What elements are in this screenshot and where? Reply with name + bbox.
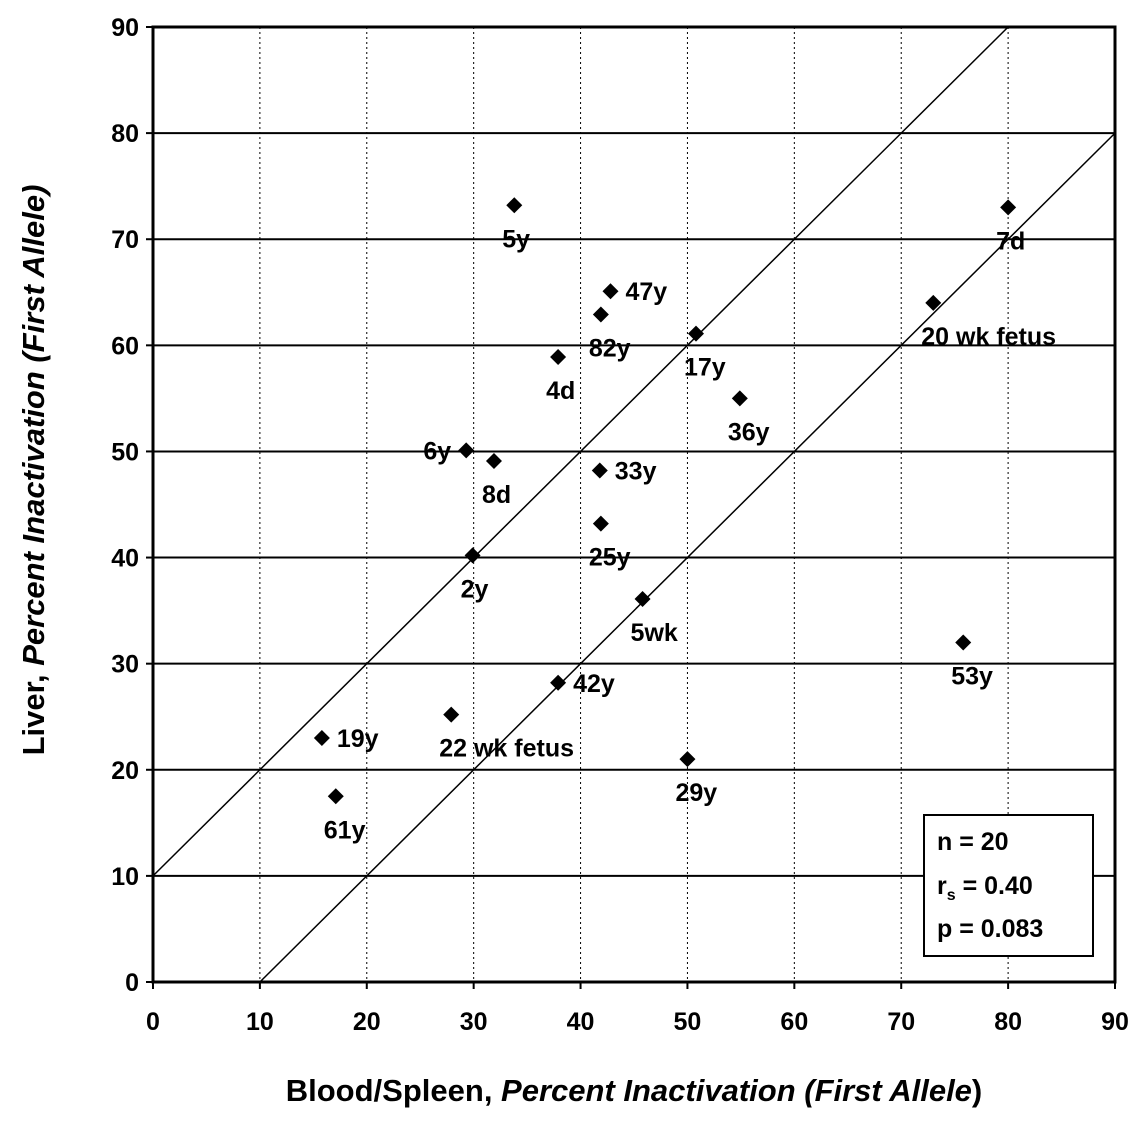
stats-box-frame xyxy=(923,814,1094,957)
stats-box: n = 20 rs = 0.40 p = 0.083 xyxy=(923,814,1094,957)
point-label: 2y xyxy=(461,575,489,603)
x-tick-label: 20 xyxy=(353,1008,381,1036)
x-tick-label: 0 xyxy=(146,1008,160,1036)
stats-r-symbol: r xyxy=(937,872,947,900)
data-point xyxy=(458,442,475,459)
axis-title-part: ) xyxy=(972,1073,982,1108)
data-point xyxy=(464,547,481,564)
point-label: 61y xyxy=(324,816,366,844)
plot-frame xyxy=(151,25,1117,984)
data-point xyxy=(550,349,567,366)
stats-p: p = 0.083 xyxy=(937,915,1043,943)
point-label: 8d xyxy=(482,481,511,509)
data-point xyxy=(485,452,502,469)
point-label: 5y xyxy=(502,225,530,253)
y-tick-label: 50 xyxy=(111,438,139,466)
y-tick-label: 10 xyxy=(111,863,139,891)
data-point xyxy=(731,390,748,407)
point-label: 20 wk fetus xyxy=(921,323,1056,351)
x-axis-title: Blood/Spleen, Percent Inactivation (Firs… xyxy=(286,1073,983,1108)
x-tick-label: 50 xyxy=(674,1008,702,1036)
axis-title-part: Percent Inactivation (First Allele) xyxy=(16,185,51,666)
x-tick-label: 60 xyxy=(780,1008,808,1036)
axis-title-part: Liver, xyxy=(16,666,51,756)
data-point xyxy=(1000,199,1017,216)
point-label: 25y xyxy=(589,544,631,572)
data-point xyxy=(506,197,523,214)
y-tick-label: 60 xyxy=(111,332,139,360)
data-points xyxy=(313,197,1017,805)
stats-r-subscript: s xyxy=(947,887,956,904)
point-label: 17y xyxy=(684,354,726,382)
y-tick-label: 40 xyxy=(111,545,139,573)
data-point xyxy=(313,729,330,746)
point-labels: 5y 7d 47y 20 wk fetus 82y 17y 4d 36y 6y 8d 33y 25y 2… xyxy=(324,225,1056,844)
point-label: 22 wk fetus xyxy=(439,735,574,763)
point-label: 47y xyxy=(625,278,667,306)
axis-title-part: Percent Inactivation (First Allele xyxy=(501,1073,972,1108)
x-tick-label: 90 xyxy=(1101,1008,1129,1036)
y-tick-label: 70 xyxy=(111,226,139,254)
x-tick-label: 40 xyxy=(567,1008,595,1036)
data-point xyxy=(634,590,651,607)
stats-r-value: = 0.40 xyxy=(956,872,1033,900)
data-point xyxy=(602,283,619,300)
point-label: 36y xyxy=(728,418,770,446)
x-tick-label: 30 xyxy=(460,1008,488,1036)
point-label: 5wk xyxy=(631,619,678,647)
data-point xyxy=(955,634,972,651)
y-tick-label: 80 xyxy=(111,120,139,148)
axis-title-part: Blood/Spleen, xyxy=(286,1073,501,1108)
x-tick-label: 80 xyxy=(994,1008,1022,1036)
grid-lines xyxy=(153,27,1115,982)
axis-ticks: 0 10 20 30 40 50 60 70 80 90 0 10 20 30 40 50 60 70 80 90 xyxy=(111,14,1129,1036)
point-label: 6y xyxy=(423,437,451,465)
point-label: 29y xyxy=(675,779,717,807)
data-point xyxy=(592,306,609,323)
point-label: 53y xyxy=(951,662,993,690)
y-tick-label: 30 xyxy=(111,651,139,679)
data-point xyxy=(550,674,567,691)
data-point xyxy=(591,462,608,479)
data-point xyxy=(443,706,460,723)
point-label: 4d xyxy=(546,377,575,405)
point-label: 42y xyxy=(573,670,615,698)
point-label: 33y xyxy=(615,458,657,486)
y-axis-title: Liver, Percent Inactivation (First Allel… xyxy=(16,185,51,756)
point-label: 82y xyxy=(589,335,631,363)
reference-line xyxy=(259,132,1116,983)
y-tick-label: 0 xyxy=(125,969,139,997)
x-tick-label: 10 xyxy=(246,1008,274,1036)
data-point xyxy=(679,751,696,768)
reference-lines xyxy=(152,26,1116,983)
data-point xyxy=(592,515,609,532)
point-label: 7d xyxy=(996,227,1025,255)
point-label: 19y xyxy=(337,725,379,753)
stats-n: n = 20 xyxy=(937,828,1009,856)
y-tick-label: 20 xyxy=(111,757,139,785)
data-point xyxy=(327,788,344,805)
stats-r: rs = 0.40 xyxy=(937,872,1033,904)
data-point xyxy=(925,294,942,311)
y-tick-label: 90 xyxy=(111,14,139,42)
reference-line xyxy=(152,26,1009,877)
x-tick-label: 70 xyxy=(887,1008,915,1036)
data-point xyxy=(687,325,704,342)
